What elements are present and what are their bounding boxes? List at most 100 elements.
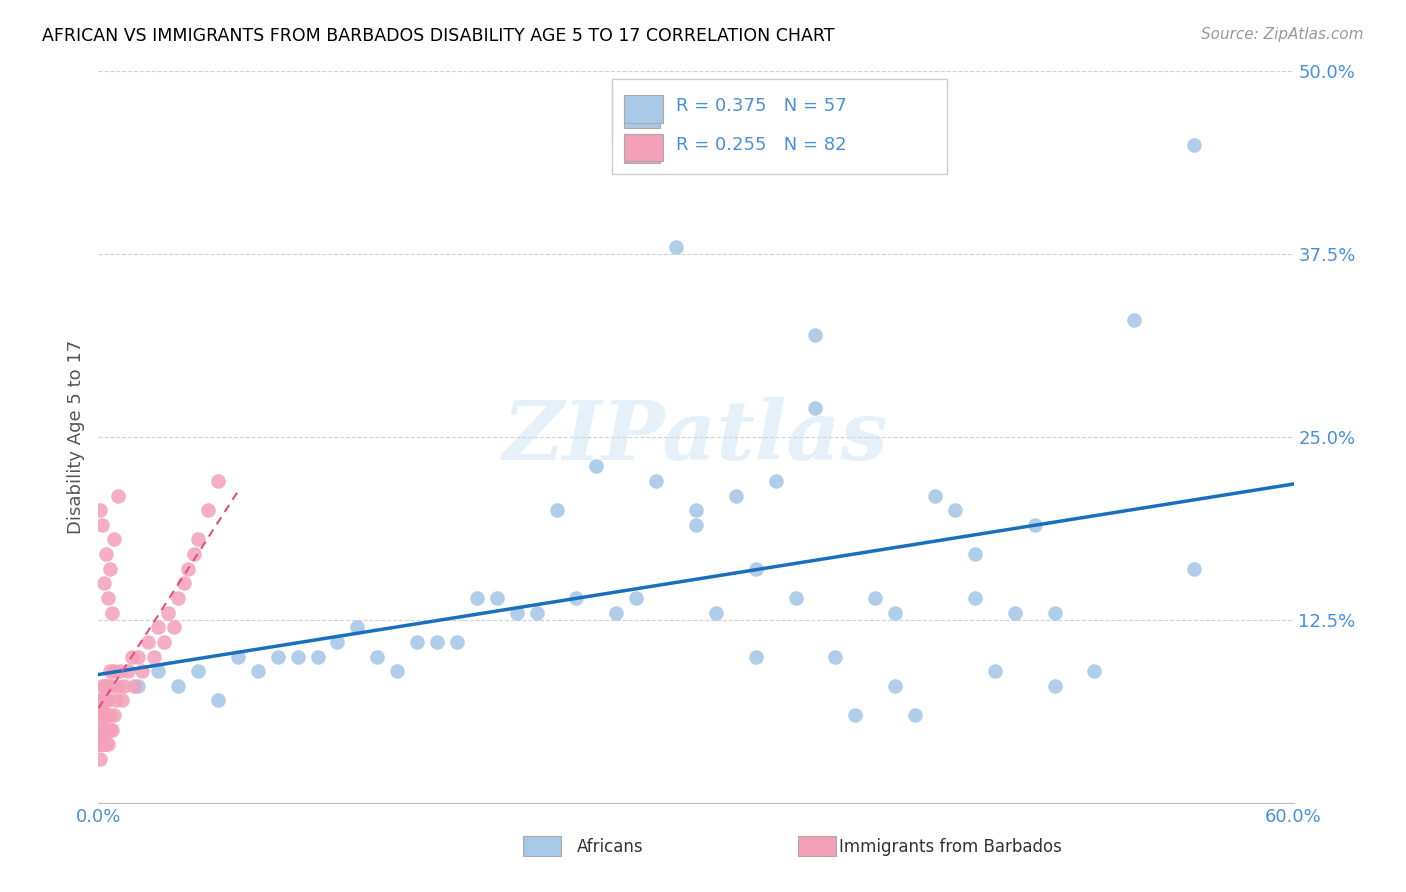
Point (89, 737, 111, 751)
Point (89, 693, 111, 707)
Point (1083, 664, 1105, 678)
Text: R = 0.375   N = 57: R = 0.375 N = 57 (676, 96, 846, 115)
Point (1043, 679, 1066, 693)
Point (89, 723, 111, 737)
Point (963, 547, 986, 561)
Point (110, 664, 132, 678)
Point (124, 679, 146, 693)
Point (924, 489, 946, 503)
Point (943, 503, 966, 517)
Point (89, 737, 111, 751)
Y-axis label: Disability Age 5 to 17: Disability Age 5 to 17 (66, 340, 84, 534)
Point (1182, 137, 1205, 152)
Point (785, 591, 807, 605)
Point (91, 723, 114, 737)
Bar (624, 95, 662, 122)
Point (93, 723, 115, 737)
Point (93, 576, 115, 591)
Point (96, 737, 118, 751)
Point (89, 723, 111, 737)
Text: ZIPatlas: ZIPatlas (503, 397, 889, 477)
Point (89, 708, 111, 723)
Point (626, 591, 648, 605)
Point (197, 503, 219, 517)
Point (446, 635, 468, 649)
Point (167, 679, 190, 693)
Point (105, 693, 128, 707)
Point (406, 635, 429, 649)
Point (565, 591, 588, 605)
Point (157, 606, 180, 620)
Point (745, 649, 768, 664)
Bar (523, 836, 561, 856)
Point (96, 723, 118, 737)
Point (97, 679, 120, 693)
Point (98, 664, 122, 678)
Point (91, 693, 114, 707)
Point (1123, 313, 1146, 327)
Point (93, 737, 115, 751)
Point (167, 591, 190, 605)
Point (93, 723, 115, 737)
Bar (624, 134, 661, 163)
Point (745, 562, 768, 576)
Point (526, 606, 548, 620)
Point (89, 708, 111, 723)
Point (546, 503, 568, 517)
Point (1004, 606, 1026, 620)
Point (884, 606, 907, 620)
Point (97, 693, 120, 707)
Point (91, 723, 114, 737)
Text: AFRICAN VS IMMIGRANTS FROM BARBADOS DISABILITY AGE 5 TO 17 CORRELATION CHART: AFRICAN VS IMMIGRANTS FROM BARBADOS DISA… (42, 27, 835, 45)
Point (111, 693, 134, 707)
Point (103, 708, 125, 723)
Point (96, 693, 118, 707)
Text: R = 0.255   N = 82: R = 0.255 N = 82 (676, 136, 846, 154)
Point (187, 533, 209, 547)
Point (89, 752, 111, 766)
Point (605, 606, 627, 620)
Text: Africans: Africans (576, 838, 643, 855)
Point (107, 489, 129, 503)
Point (93, 693, 115, 707)
Point (93, 708, 115, 723)
Point (91, 708, 114, 723)
Bar (624, 98, 661, 128)
Point (267, 649, 290, 664)
Bar (624, 134, 662, 161)
Point (121, 649, 143, 664)
Point (346, 620, 368, 634)
Point (183, 547, 205, 561)
Point (153, 635, 176, 649)
Point (101, 723, 124, 737)
Point (96, 708, 118, 723)
Point (91, 737, 114, 751)
Point (804, 327, 827, 342)
Point (93, 737, 115, 751)
Point (685, 517, 707, 532)
Point (98, 708, 122, 723)
Point (117, 664, 139, 678)
Point (96, 547, 118, 561)
Point (685, 503, 707, 517)
Point (307, 649, 329, 664)
Point (101, 606, 124, 620)
Point (163, 620, 186, 634)
Point (963, 591, 986, 605)
Point (187, 664, 209, 678)
Point (98, 562, 122, 576)
Point (96, 723, 118, 737)
Point (97, 708, 120, 723)
Point (645, 474, 668, 488)
Point (96, 708, 118, 723)
Point (1043, 606, 1066, 620)
Point (765, 474, 787, 488)
Point (97, 591, 120, 605)
Point (984, 664, 1007, 678)
Point (385, 664, 409, 678)
Point (207, 474, 229, 488)
Point (103, 664, 125, 678)
Point (246, 664, 269, 678)
Point (91, 693, 114, 707)
Point (91, 708, 114, 723)
